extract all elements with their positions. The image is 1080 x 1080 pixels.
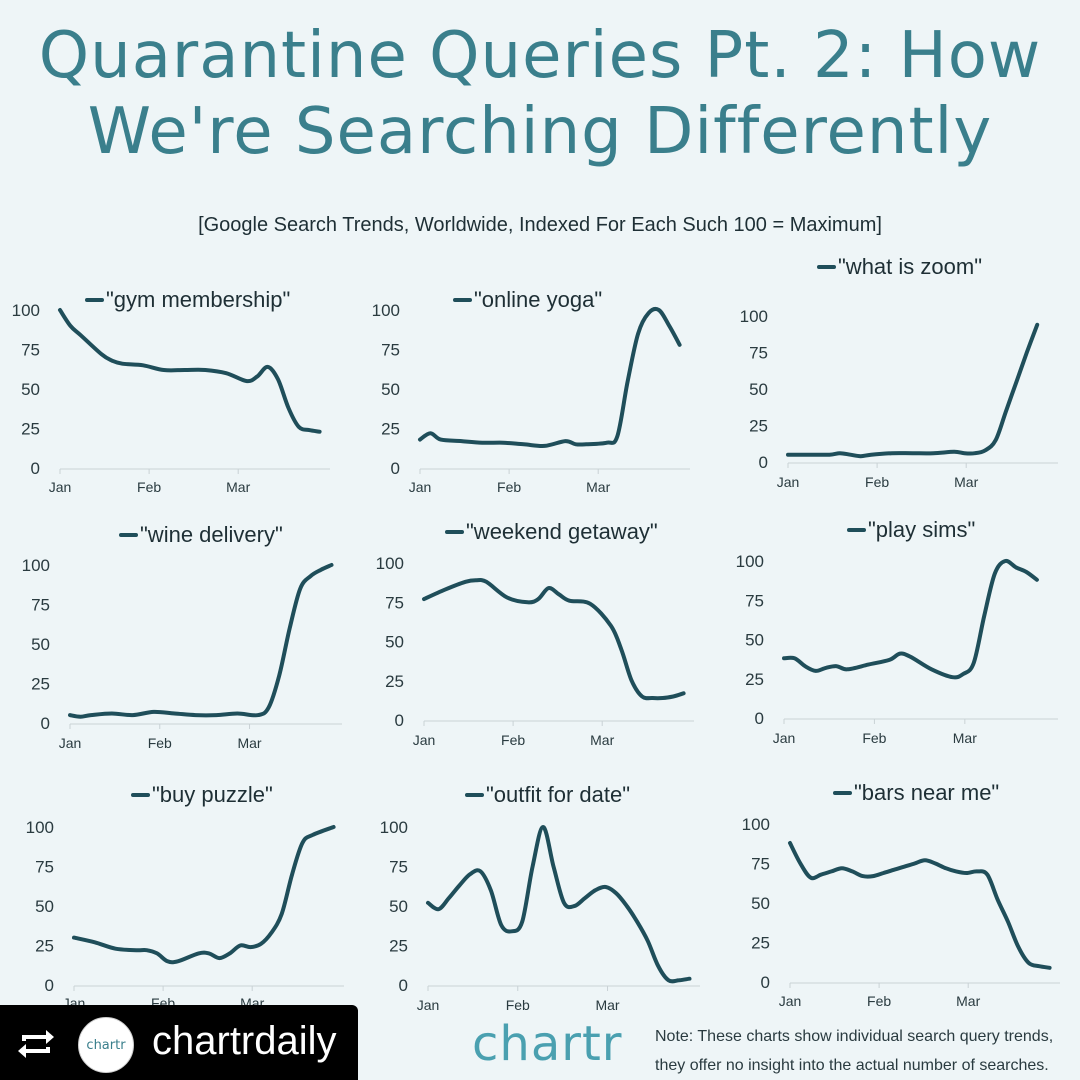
y-tick-label: 0 — [755, 709, 764, 728]
y-tick-label: 75 — [751, 855, 770, 874]
x-tick-label: Jan — [417, 997, 440, 1013]
x-tick-label: Mar — [595, 997, 619, 1013]
avatar-text: chartr — [86, 1037, 126, 1053]
repost-icon[interactable] — [16, 1027, 56, 1061]
y-tick-label: 50 — [21, 380, 40, 399]
x-tick-label: Mar — [586, 479, 610, 495]
y-tick-label: 50 — [381, 380, 400, 399]
y-tick-label: 25 — [745, 670, 764, 689]
y-tick-label: 50 — [745, 631, 764, 650]
x-tick-label: Feb — [497, 479, 521, 495]
legend-label: "weekend getaway" — [466, 519, 658, 544]
y-tick-label: 100 — [12, 301, 40, 320]
x-tick-label: Feb — [148, 735, 172, 751]
x-tick-label: Feb — [137, 479, 161, 495]
x-tick-label: Feb — [867, 993, 891, 1009]
x-tick-label: Jan — [779, 993, 802, 1009]
series-line — [426, 825, 692, 984]
y-tick-label: 50 — [35, 897, 54, 916]
x-tick-label: Mar — [956, 993, 980, 1009]
x-tick-label: Feb — [501, 732, 525, 748]
y-tick-label: 0 — [761, 973, 770, 992]
y-tick-label: 50 — [31, 635, 50, 654]
y-tick-label: 75 — [381, 341, 400, 360]
y-tick-label: 50 — [749, 380, 768, 399]
series-line — [418, 307, 682, 448]
y-tick-label: 25 — [385, 672, 404, 691]
legend-label: "play sims" — [868, 517, 975, 542]
y-tick-label: 25 — [751, 934, 770, 953]
y-tick-label: 100 — [376, 554, 404, 573]
series-line — [58, 308, 322, 434]
y-tick-label: 100 — [372, 301, 400, 320]
legend-label: "bars near me" — [854, 780, 999, 805]
series-line — [422, 578, 686, 701]
y-tick-label: 0 — [391, 459, 400, 478]
y-tick-label: 50 — [389, 897, 408, 916]
y-tick-label: 75 — [389, 858, 408, 877]
y-tick-label: 25 — [35, 937, 54, 956]
x-tick-label: Feb — [862, 730, 886, 746]
footnote-line-2: they offer no insight into the actual nu… — [655, 1057, 1049, 1074]
brand-logo: chartr — [472, 1016, 623, 1072]
x-tick-label: Jan — [413, 732, 436, 748]
y-tick-label: 0 — [399, 976, 408, 995]
series-line — [786, 322, 1040, 459]
x-tick-label: Jan — [59, 735, 82, 751]
x-tick-label: Jan — [777, 474, 800, 490]
x-tick-label: Jan — [409, 479, 432, 495]
y-tick-label: 25 — [389, 937, 408, 956]
legend-label: "gym membership" — [106, 287, 290, 312]
series-line — [782, 558, 1039, 680]
y-tick-label: 50 — [751, 894, 770, 913]
legend-label: "buy puzzle" — [152, 782, 273, 807]
footnote: Note: These charts show individual searc… — [655, 1022, 1075, 1080]
x-tick-label: Jan — [773, 730, 796, 746]
y-tick-label: 100 — [380, 818, 408, 837]
y-tick-label: 100 — [740, 307, 768, 326]
y-tick-label: 75 — [35, 858, 54, 877]
legend-label: "outfit for date" — [486, 782, 630, 807]
y-tick-label: 75 — [31, 596, 50, 615]
x-tick-label: Jan — [49, 479, 72, 495]
y-tick-label: 25 — [31, 675, 50, 694]
y-tick-label: 100 — [742, 815, 770, 834]
y-tick-label: 25 — [381, 420, 400, 439]
series-line — [788, 841, 1052, 970]
y-tick-label: 0 — [31, 459, 40, 478]
x-tick-label: Mar — [237, 735, 261, 751]
account-handle[interactable]: chartrdaily — [152, 1019, 337, 1063]
series-line — [68, 563, 334, 719]
chart-title: Quarantine Queries Pt. 2: How We're Sear… — [38, 19, 1042, 169]
x-tick-label: Feb — [865, 474, 889, 490]
y-tick-label: 0 — [759, 453, 768, 472]
x-tick-label: Mar — [226, 479, 250, 495]
y-tick-label: 100 — [736, 552, 764, 571]
avatar[interactable]: chartr — [78, 1017, 134, 1073]
series-line — [72, 825, 336, 965]
chart-subtitle: [Google Search Trends, Worldwide, Indexe… — [198, 214, 882, 236]
y-tick-label: 75 — [385, 593, 404, 612]
x-tick-label: Feb — [506, 997, 530, 1013]
x-tick-label: Mar — [953, 730, 977, 746]
y-tick-label: 100 — [26, 818, 54, 837]
repost-bar: chartr chartrdaily — [0, 1005, 358, 1080]
footnote-line-1: Note: These charts show individual searc… — [655, 1028, 1054, 1045]
legend-label: "online yoga" — [474, 287, 602, 312]
y-tick-label: 25 — [21, 420, 40, 439]
y-tick-label: 0 — [41, 714, 50, 733]
y-tick-label: 0 — [395, 711, 404, 730]
y-tick-label: 0 — [45, 976, 54, 995]
x-tick-label: Mar — [590, 732, 614, 748]
y-tick-label: 50 — [385, 633, 404, 652]
y-tick-label: 75 — [749, 344, 768, 363]
y-tick-label: 75 — [745, 591, 764, 610]
y-tick-label: 100 — [22, 556, 50, 575]
legend-label: "what is zoom" — [838, 254, 982, 279]
y-tick-label: 25 — [749, 417, 768, 436]
legend-label: "wine delivery" — [140, 522, 283, 547]
y-tick-label: 75 — [21, 341, 40, 360]
x-tick-label: Mar — [954, 474, 978, 490]
